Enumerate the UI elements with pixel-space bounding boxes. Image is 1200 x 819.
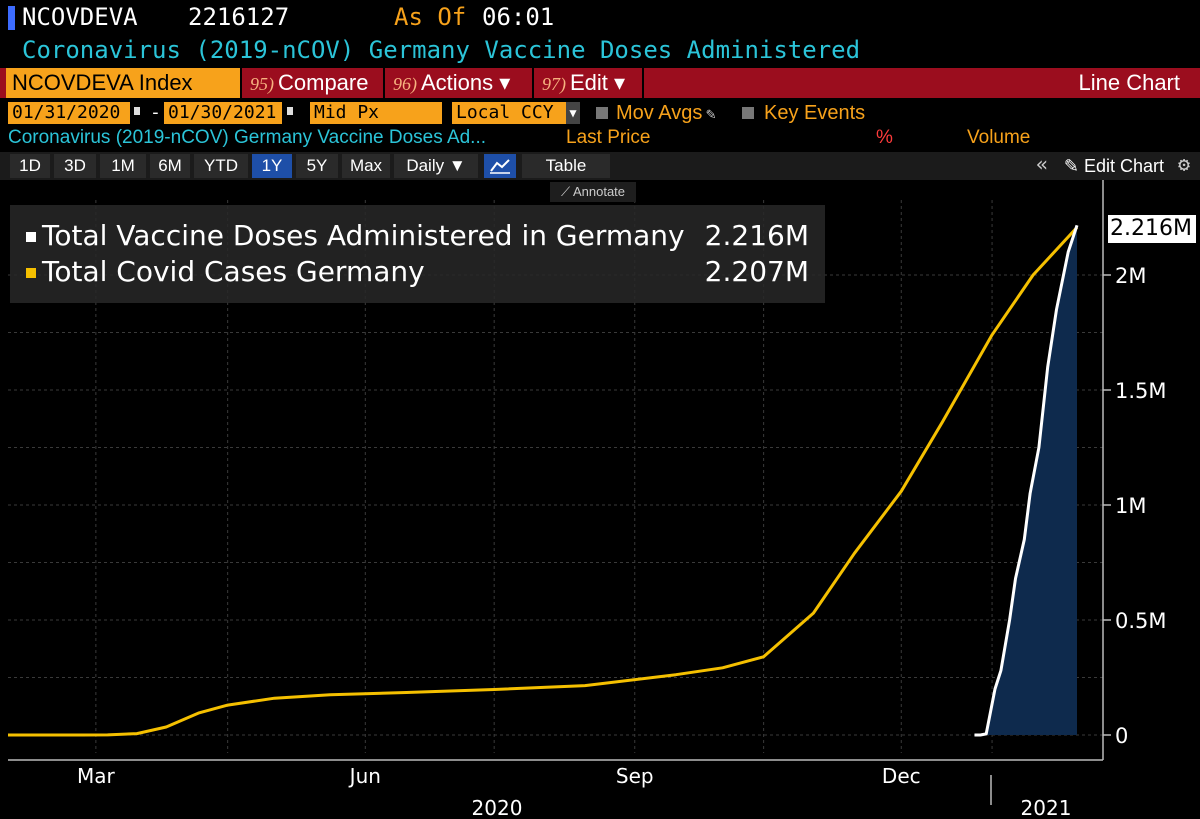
tab-3d[interactable]: 3D [54, 154, 96, 178]
year-label: 2020 [472, 796, 523, 819]
actions-button[interactable]: 96) Actions ▾ [393, 68, 510, 98]
divider [642, 68, 644, 98]
chart-fills [974, 225, 1077, 736]
legend-swatch [26, 232, 36, 242]
chart-lines [8, 224, 1079, 737]
tab-6m[interactable]: 6M [150, 154, 190, 178]
series-security-name[interactable]: Coronavirus (2019-nCOV) Germany Vaccine … [8, 127, 487, 148]
actions-number: 96) [393, 74, 417, 94]
key-events-checkbox[interactable] [742, 107, 754, 119]
currency-select[interactable]: Local CCY [452, 102, 566, 124]
tab-1m[interactable]: 1M [100, 154, 146, 178]
edit-button[interactable]: 97) Edit ▾ [542, 68, 625, 98]
x-tick-label: Mar [77, 764, 116, 788]
pencil-icon: ✎ [1063, 156, 1084, 176]
legend-label: Total Vaccine Doses Administered in Germ… [42, 219, 685, 252]
tab-5y[interactable]: 5Y [296, 154, 338, 178]
header-bar: NCOVDEVA 2216127 As Of 06:01 [0, 0, 1200, 36]
tab-table[interactable]: Table [522, 154, 610, 178]
chart-axes: 0 0.5M 1M 1.5M 2M Mar Jun Sep Dec 2020 2021 [8, 180, 1167, 819]
legend-label: Total Covid Cases Germany [42, 255, 425, 288]
tab-1y[interactable]: 1Y [252, 154, 292, 178]
date-range-row: 01/31/2020 - 01/30/2021 Mid Px Local CCY… [0, 100, 1200, 126]
edit-chart-button[interactable]: ✎ Edit Chart [1064, 154, 1164, 178]
y-tick-label: 0.5M [1115, 609, 1167, 633]
pencil-icon[interactable]: ✎ [706, 104, 716, 123]
gear-icon[interactable]: ⚙ [1177, 152, 1190, 176]
x-tick-label: Dec [882, 764, 921, 788]
tab-ytd[interactable]: YTD [194, 154, 248, 178]
chart-type-label[interactable]: Line Chart [1078, 70, 1180, 95]
toolbar: NCOVDEVA Index 95) Compare 96) Actions ▾ 9… [0, 68, 1200, 98]
tab-1d[interactable]: 1D [10, 154, 50, 178]
vaccine-doses-line [974, 224, 1079, 737]
compare-button[interactable]: 95) Compare [250, 68, 368, 98]
y-tick-label: 2M [1115, 264, 1146, 288]
mov-avgs-label: Mov Avgs [616, 102, 703, 124]
y-tick-label: 1.5M [1115, 379, 1167, 403]
date-dash: - [150, 102, 161, 123]
x-tick-label: Sep [616, 764, 654, 788]
legend-value: 2.207M [704, 255, 809, 288]
divider [383, 68, 385, 98]
y-tick-label: 0 [1115, 724, 1128, 748]
volume-header: Volume [967, 127, 1031, 148]
last-price-header: Last Price [566, 127, 651, 148]
annotate-label: Annotate [572, 184, 626, 199]
line-chart-icon[interactable] [484, 154, 516, 178]
divider [532, 68, 534, 98]
covid-cases-line [8, 226, 1079, 737]
security-subtitle: Coronavirus (2019-nCOV) Germany Vaccine … [22, 36, 861, 64]
divider [240, 68, 242, 98]
year-label: 2021 [1021, 796, 1072, 819]
calendar-icon[interactable] [132, 105, 142, 117]
chevron-down-icon[interactable]: ▼ [566, 102, 580, 124]
chart-legend: Total Vaccine Doses Administered in Germ… [10, 205, 825, 303]
tab-max[interactable]: Max [342, 154, 390, 178]
edit-number: 97) [542, 74, 566, 94]
start-date-field[interactable]: 01/31/2020 [8, 102, 130, 124]
security-marker [8, 6, 15, 30]
frequency-select[interactable]: Daily ▼ [394, 154, 478, 178]
percent-header: % [876, 127, 893, 148]
legend-item[interactable]: Total Covid Cases Germany [26, 255, 425, 288]
last-value-flag: 2.216M [1108, 215, 1196, 243]
index-field[interactable]: NCOVDEVA Index [6, 68, 240, 98]
compare-label: Compare [278, 70, 369, 95]
edit-label: Edit ▾ [570, 70, 626, 95]
legend-swatch [26, 268, 36, 278]
vaccine-area-fill [974, 225, 1077, 736]
collapse-icon[interactable]: « [1035, 152, 1048, 176]
annotate-button[interactable]: ⟋ Annotate [550, 182, 636, 202]
edit-chart-label: Edit Chart [1083, 156, 1164, 176]
actions-label: Actions ▾ [421, 70, 511, 95]
period-tabs-row: 1D 3D 1M 6M YTD 1Y 5Y Max Daily ▼ Table … [0, 152, 1200, 180]
y-tick-label: 1M [1115, 494, 1146, 518]
key-events-label: Key Events [764, 102, 866, 124]
legend-value: 2.216M [704, 219, 809, 252]
compare-number: 95) [250, 74, 274, 94]
legend-item[interactable]: Total Vaccine Doses Administered in Germ… [26, 219, 685, 252]
x-tick-label: Jun [348, 764, 381, 788]
as-of-label: As Of [394, 3, 467, 31]
mov-avgs-checkbox[interactable] [596, 107, 608, 119]
last-value: 2216127 [188, 3, 290, 31]
as-of-time: 06:01 [482, 3, 555, 31]
price-field-select[interactable]: Mid Px [310, 102, 442, 124]
ticker-label[interactable]: NCOVDEVA [22, 3, 138, 31]
end-date-field[interactable]: 01/30/2021 [164, 102, 282, 124]
calendar-icon[interactable] [285, 105, 295, 117]
series-header-row: Coronavirus (2019-nCOV) Germany Vaccine … [0, 127, 1200, 151]
